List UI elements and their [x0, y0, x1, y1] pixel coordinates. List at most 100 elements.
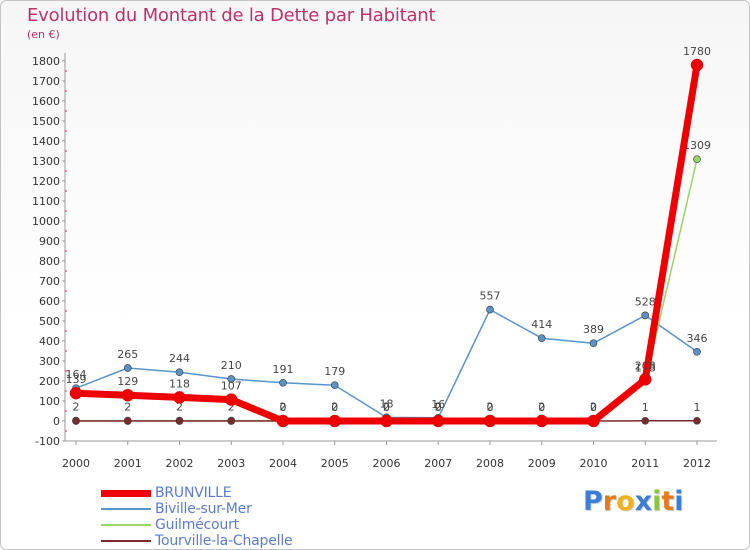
data-point: [693, 155, 701, 164]
data-label: 1: [694, 401, 701, 414]
data-label: 1309: [683, 139, 711, 152]
legend-label-guilmecourt: Guilmécourt: [155, 517, 239, 533]
data-label: 0: [590, 401, 597, 414]
data-label: 2: [124, 401, 131, 414]
data-label: 0: [435, 401, 442, 414]
proxiti-logo: Proxiti: [583, 486, 684, 517]
x-tick-label: 2008: [476, 457, 504, 470]
data-label: 2: [176, 401, 183, 414]
data-label: 265: [117, 348, 138, 361]
data-point: [483, 414, 497, 428]
data-point: [175, 417, 184, 425]
y-tick-label: 1400: [32, 135, 60, 148]
y-tick-label: 200: [39, 375, 60, 388]
data-label: 0: [487, 401, 494, 414]
logo-letter: t: [661, 486, 675, 517]
legend-label-tourville-la-chapelle: Tourville-la-Chapelle: [155, 533, 293, 549]
legend-label-biville-sur-mer: Biville-sur-Mer: [155, 501, 252, 517]
data-point: [690, 58, 704, 72]
x-tick-label: 2011: [631, 457, 659, 470]
x-tick-label: 2003: [217, 457, 245, 470]
y-tick-label: 800: [39, 255, 60, 268]
x-tick-label: 2007: [424, 457, 452, 470]
x-tick-label: 2006: [373, 457, 401, 470]
data-label: 2: [590, 401, 597, 414]
y-tick-label: 400: [39, 335, 60, 348]
chart-title: Evolution du Montant de la Dette par Hab…: [27, 5, 436, 26]
data-label: 0: [331, 401, 338, 414]
data-point: [641, 416, 650, 425]
y-tick-label: 1600: [32, 95, 60, 108]
data-label: 1: [642, 401, 649, 414]
y-tick-label: 1500: [32, 115, 60, 128]
data-label: 118: [169, 377, 190, 390]
data-label: 0: [538, 401, 545, 414]
data-point: [486, 305, 494, 314]
x-tick-label: 2004: [269, 457, 297, 470]
x-tick-label: 2012: [683, 457, 711, 470]
data-label: 2: [538, 401, 545, 414]
legend-label-brunville: BRUNVILLE: [155, 485, 232, 501]
y-tick-label: 100: [39, 395, 60, 408]
data-point: [175, 368, 184, 377]
data-point: [589, 339, 598, 348]
data-point: [535, 414, 548, 428]
x-tick-label: 2010: [580, 457, 608, 470]
y-tick-label: 300: [39, 355, 60, 368]
data-point: [225, 393, 238, 406]
y-tick-label: 1100: [32, 195, 60, 208]
data-point: [121, 388, 134, 402]
data-point: [123, 417, 132, 425]
chart-subtitle: (en €): [27, 28, 60, 41]
data-point: [328, 414, 341, 428]
x-tick-label: 2000: [62, 457, 90, 470]
data-point: [279, 378, 287, 387]
y-tick-label: 600: [39, 295, 60, 308]
x-tick-label: 2005: [321, 457, 349, 470]
data-point: [227, 375, 236, 383]
data-label: 1780: [683, 45, 711, 58]
data-label: 2: [280, 401, 287, 414]
data-label: 414: [531, 318, 552, 331]
data-point: [693, 416, 701, 425]
y-tick-label: 1200: [32, 175, 60, 188]
data-point: [639, 373, 652, 386]
data-label: 2: [228, 401, 235, 414]
data-label: 2: [383, 401, 390, 414]
series-line: [75, 64, 701, 425]
y-tick-label: 900: [39, 235, 60, 248]
legend-swatch-guilmecourt: [101, 524, 151, 526]
data-label: 210: [221, 359, 242, 372]
x-tick-label: 2001: [114, 457, 142, 470]
legend-swatch-brunville: [101, 490, 151, 497]
y-tick-label: 0: [53, 415, 60, 428]
data-point: [69, 386, 83, 400]
y-tick-label: 1000: [32, 215, 60, 228]
legend-swatch-tourville-la-chapelle: [101, 540, 151, 542]
data-point: [72, 417, 80, 425]
data-label: 244: [169, 352, 190, 365]
data-label: 208: [635, 359, 656, 372]
data-point: [693, 347, 701, 356]
data-label: 0: [280, 401, 287, 414]
logo-letter: o: [616, 486, 635, 517]
data-label: 2: [487, 401, 494, 414]
data-point: [276, 414, 290, 428]
data-point: [227, 417, 236, 425]
legend-item-tourville-la-chapelle: Tourville-la-Chapelle: [101, 533, 361, 549]
data-point: [173, 391, 186, 404]
data-label: 139: [66, 373, 87, 386]
logo-letter: i: [674, 486, 684, 517]
data-point: [330, 381, 339, 390]
data-label: 0: [383, 401, 390, 414]
data-label: 164: [66, 368, 87, 381]
data-label: 2: [331, 401, 338, 414]
y-tick-label: 1800: [32, 55, 60, 68]
y-tick-label: 1300: [32, 155, 60, 168]
data-label: 557: [480, 290, 501, 303]
y-tick-label: -100: [35, 435, 60, 448]
data-point: [641, 311, 650, 320]
data-label: 129: [117, 375, 138, 388]
